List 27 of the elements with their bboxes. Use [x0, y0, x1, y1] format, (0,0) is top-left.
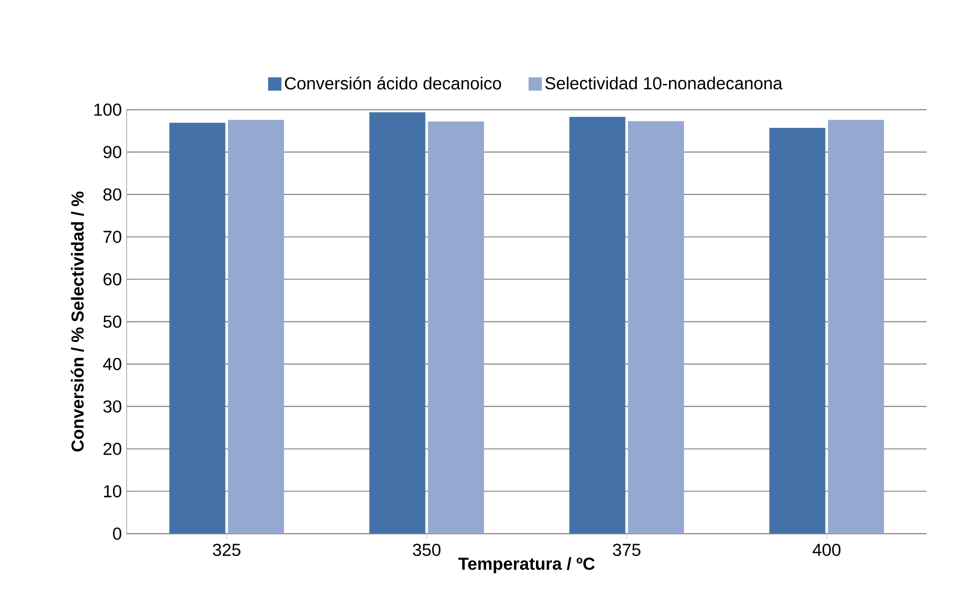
y-tick-label: 60 — [104, 273, 122, 286]
bar — [369, 112, 426, 534]
y-tick-label: 50 — [103, 316, 122, 328]
x-tick-label: 350 — [412, 544, 440, 556]
y-tick-label: 70 — [104, 230, 122, 243]
bar — [569, 116, 626, 534]
y-tick-label: 100 — [94, 104, 122, 116]
bar — [428, 122, 484, 534]
y-tick-label: 20 — [104, 442, 122, 455]
y-tick-label: 10 — [104, 485, 122, 498]
x-tick-label: 325 — [212, 544, 240, 556]
bar — [169, 122, 226, 534]
y-axis-title: Conversión / % Selectividad / % — [70, 192, 84, 452]
x-tick-label: 400 — [812, 544, 840, 556]
x-axis-title: Temperatura / ºC — [458, 557, 595, 574]
legend-label: Selectividad 10-nonadecanona — [545, 76, 783, 90]
bar — [628, 121, 684, 534]
y-tick-label: 80 — [103, 188, 122, 201]
y-tick-label: 90 — [103, 146, 122, 158]
bar — [828, 120, 884, 534]
y-tick-label: 40 — [103, 358, 122, 370]
bar — [228, 120, 284, 534]
x-tick-label: 375 — [612, 544, 640, 556]
y-tick-label: 30 — [103, 400, 122, 413]
bar — [769, 128, 826, 534]
legend-label: Conversión ácido decanoico — [284, 76, 502, 90]
y-tick-label: 0 — [112, 528, 122, 540]
